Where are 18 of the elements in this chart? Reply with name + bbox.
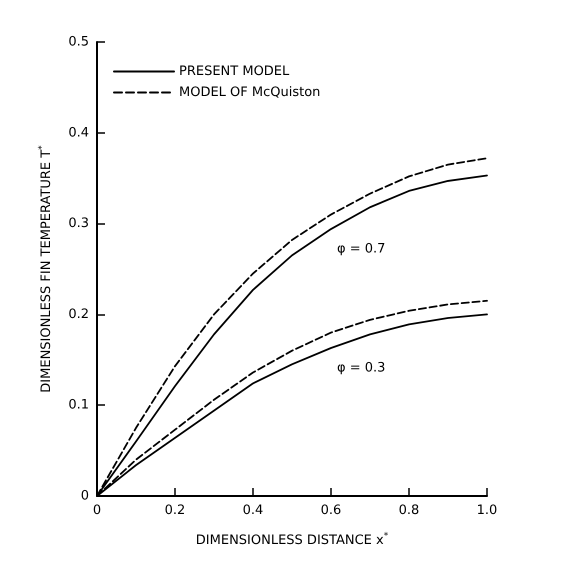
y-tick-label: 0.2 [68, 306, 89, 322]
y-tick-label: 0 [80, 488, 89, 504]
x-tick-label: 0.6 [320, 503, 342, 518]
legend-label: PRESENT MODEL [179, 64, 290, 79]
x-tick-label: 0 [92, 503, 102, 518]
x-tick-label: 0.2 [164, 503, 186, 518]
y-axis-title: DIMENSIONLESS FIN TEMPERATURE T* [38, 144, 54, 393]
annotation: φ = 0.7 [337, 242, 386, 257]
x-axis-title: DIMENSIONLESS DISTANCE x* [196, 532, 389, 548]
y-tick-label: 0.3 [68, 216, 89, 232]
y-tick-label: 0.1 [68, 398, 89, 413]
x-tick-label: 1.0 [476, 503, 498, 518]
x-tick-label: 0.8 [398, 503, 420, 518]
x-tick-label: 0.4 [242, 503, 264, 518]
annotation: φ = 0.3 [337, 360, 386, 376]
legend-label: MODEL OF McQuiston [179, 85, 320, 100]
y-tick-label: 0.5 [68, 34, 89, 50]
y-tick-label: 0.4 [68, 125, 89, 140]
